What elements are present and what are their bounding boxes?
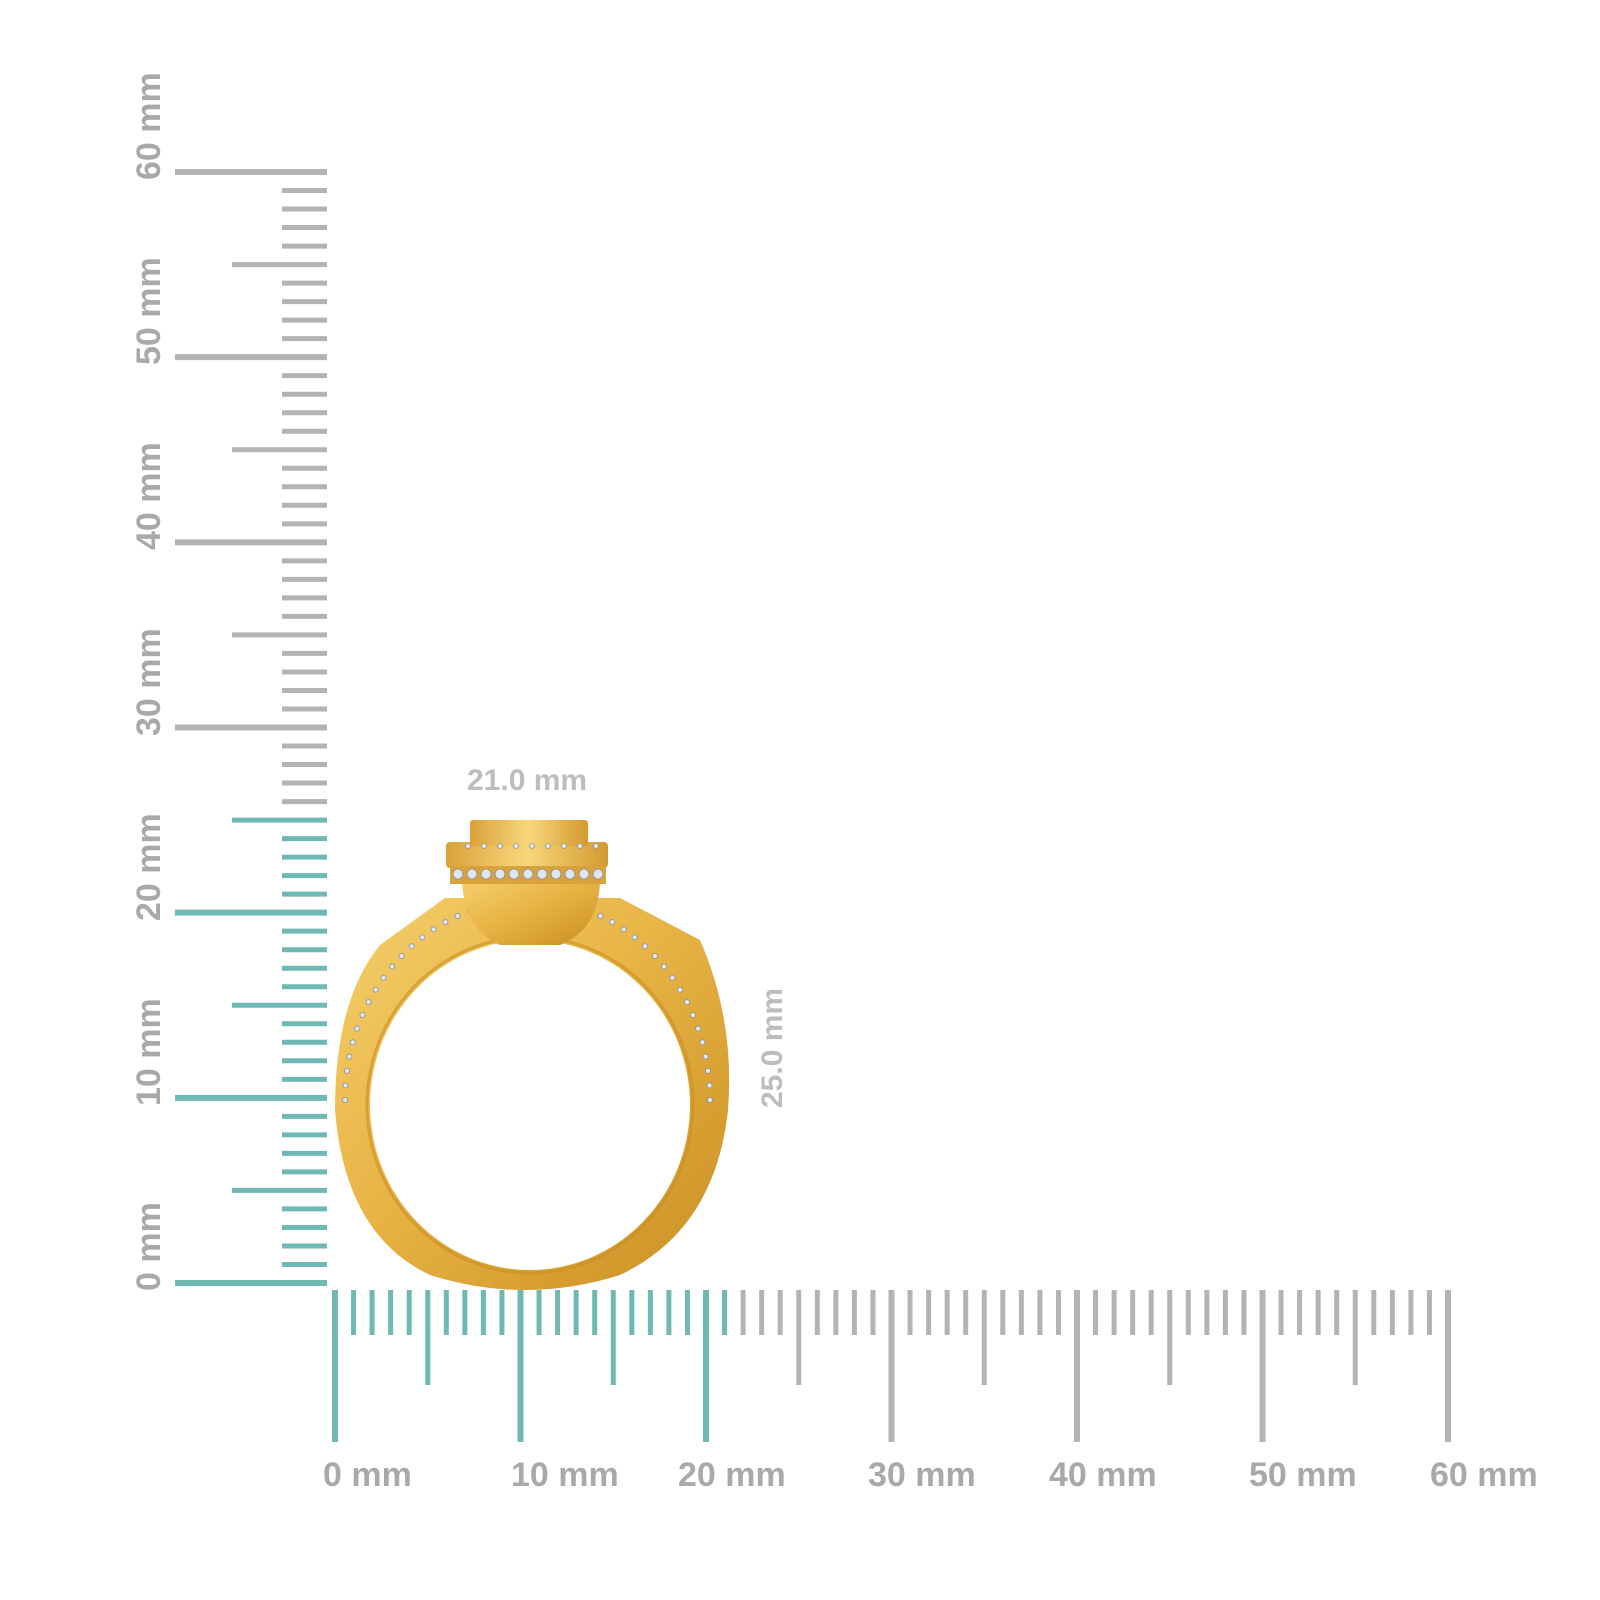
horizontal-ruler-label: 50 mm [1249,1456,1357,1494]
horizontal-ruler-label: 40 mm [1049,1456,1157,1494]
pave-diamonds [341,900,714,1104]
vertical-ruler-label: 20 mm [130,812,168,921]
vertical-ruler-label: 50 mm [130,257,168,366]
vertical-ruler-label: 0 mm [130,1202,168,1291]
vertical-ruler-label: 60 mm [130,72,168,180]
ring-head [446,820,608,945]
horizontal-ruler-label: 20 mm [678,1456,786,1494]
height-dimension-label: 25.0 mm [756,987,789,1108]
ring-shank [335,898,730,1290]
horizontal-ruler-label: 60 mm [1430,1456,1538,1494]
vertical-ruler-label: 40 mm [130,442,168,551]
horizontal-ruler-label: 10 mm [511,1456,619,1494]
width-dimension-label: 21.0 mm [467,764,588,797]
vertical-ruler-label: 10 mm [130,998,168,1106]
vertical-ruler-label: 30 mm [130,627,168,736]
horizontal-ruler-label: 30 mm [868,1456,976,1494]
horizontal-ruler-label: 0 mm [323,1456,412,1494]
halo-diamonds [452,843,604,880]
